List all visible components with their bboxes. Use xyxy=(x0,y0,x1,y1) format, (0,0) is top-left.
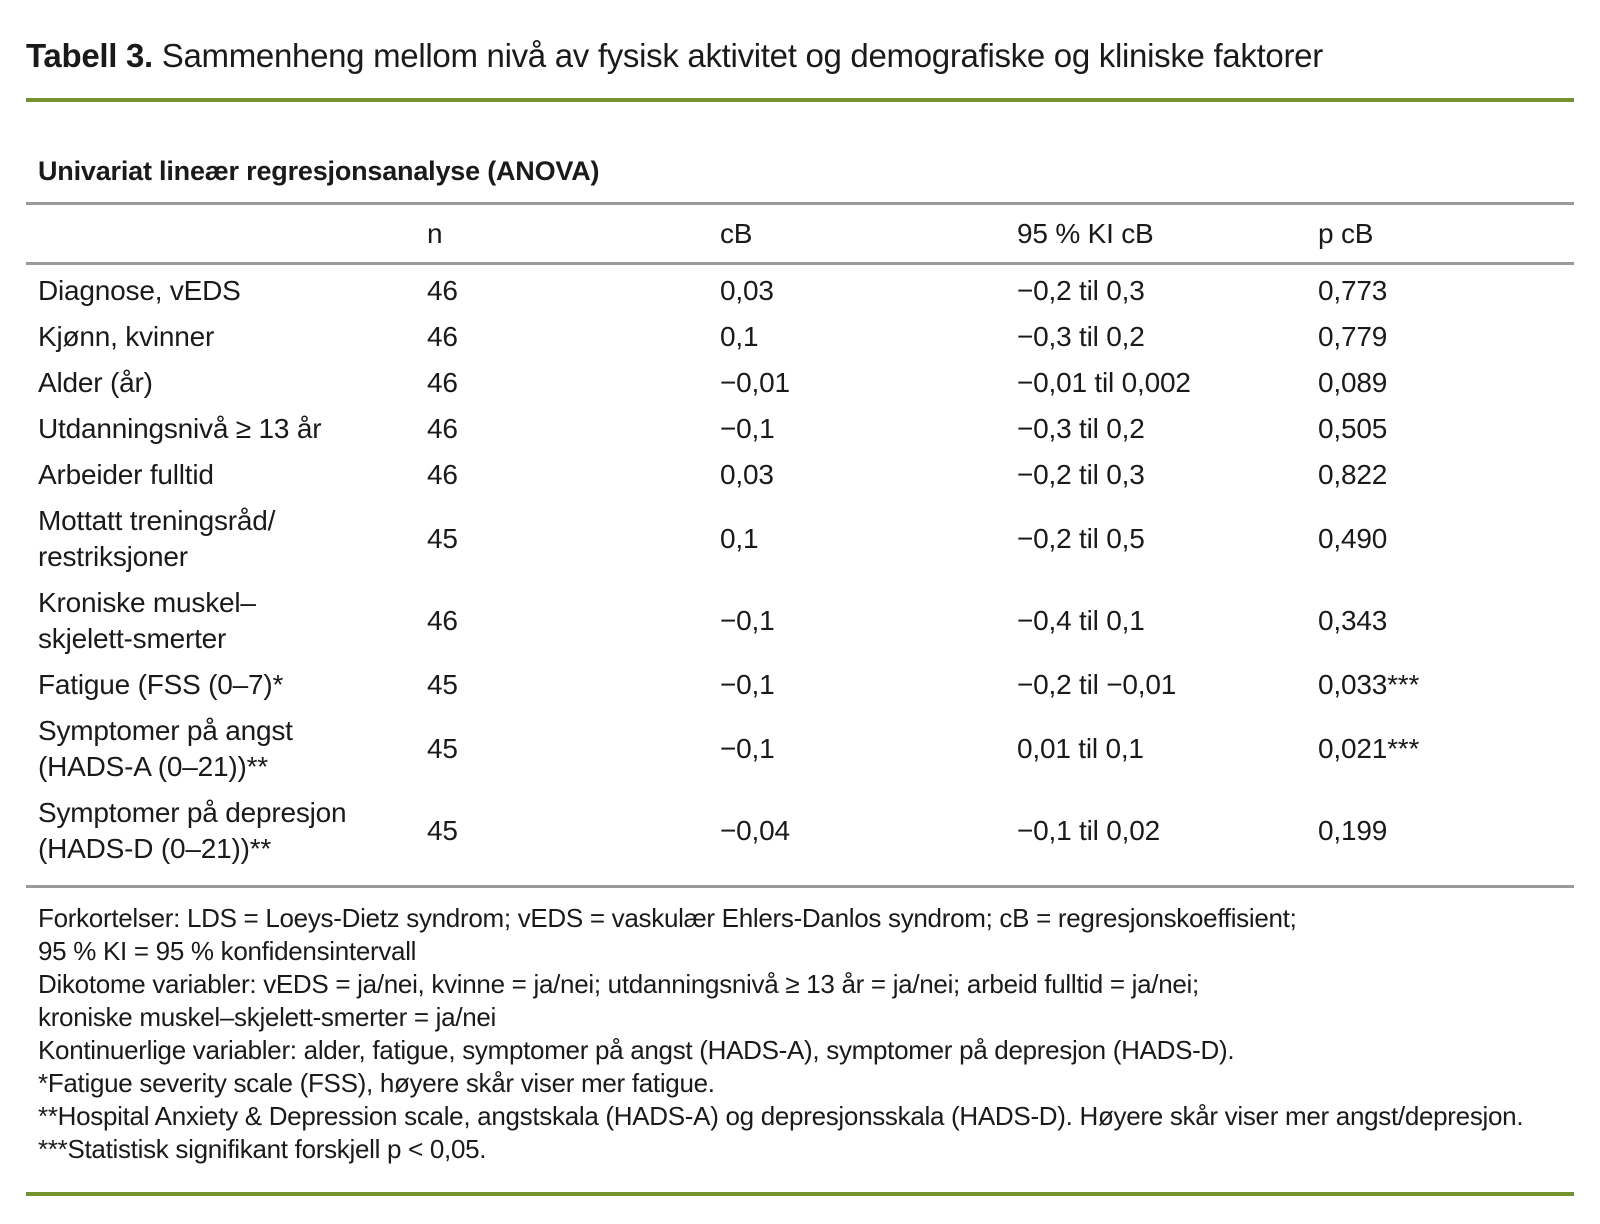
ki-cell: −0,1 til 0,02 xyxy=(1017,815,1160,846)
footnotes: Forkortelser: LDS = Loeys-Dietz syndrom;… xyxy=(26,902,1574,1166)
table-row: Arbeider fulltid 46 0,03 −0,2 til 0,3 0,… xyxy=(26,452,1574,498)
footnote-line: **Hospital Anxiety & Depression scale, a… xyxy=(38,1101,1524,1131)
footnote-line: *Fatigue severity scale (FSS), høyere sk… xyxy=(38,1068,715,1098)
n-cell: 45 xyxy=(427,523,458,554)
table-row: Utdanningsnivå ≥ 13 år 46 −0,1 −0,3 til … xyxy=(26,406,1574,452)
row-label: Fatigue (FSS (0–7)* xyxy=(38,669,284,700)
cb-cell: 0,03 xyxy=(720,459,774,490)
ki-cell: −0,2 til 0,3 xyxy=(1017,275,1145,306)
table-row: Symptomer på angst (HADS-A (0–21))** 45 … xyxy=(26,708,1574,790)
header-ki: 95 % KI cB xyxy=(1017,217,1154,249)
n-cell: 45 xyxy=(427,733,458,764)
table-row: Kjønn, kvinner 46 0,1 −0,3 til 0,2 0,779 xyxy=(26,314,1574,360)
ki-cell: −0,3 til 0,2 xyxy=(1017,413,1145,444)
ki-cell: −0,2 til 0,3 xyxy=(1017,459,1145,490)
n-cell: 46 xyxy=(427,413,458,444)
p-cell: 0,343 xyxy=(1318,605,1388,636)
p-cell: 0,779 xyxy=(1318,321,1388,352)
row-label: Symptomer på depresjon (HADS-D (0–21))** xyxy=(38,797,347,864)
footnote-line: ***Statistisk signifikant forskjell p < … xyxy=(38,1134,487,1164)
table-title: Tabell 3. Sammenheng mellom nivå av fysi… xyxy=(26,34,1574,78)
footnote-line: Kontinuerlige variabler: alder, fatigue,… xyxy=(38,1035,1235,1065)
row-label: Kroniske muskel– skjelett-smerter xyxy=(38,587,256,654)
row-label: Symptomer på angst (HADS-A (0–21))** xyxy=(38,715,293,782)
ki-cell: −0,3 til 0,2 xyxy=(1017,321,1145,352)
p-cell: 0,021*** xyxy=(1318,733,1420,764)
p-cell: 0,199 xyxy=(1318,815,1388,846)
row-label: Diagnose, vEDS xyxy=(38,275,241,306)
table-row: Mottatt treningsråd/ restriksjoner 45 0,… xyxy=(26,498,1574,580)
row-label: Mottatt treningsråd/ restriksjoner xyxy=(38,505,276,572)
ki-cell: −0,01 til 0,002 xyxy=(1017,367,1191,398)
n-cell: 46 xyxy=(427,605,458,636)
header-variable xyxy=(26,204,427,264)
footnote-line: 95 % KI = 95 % konfidensintervall xyxy=(38,936,417,966)
accent-rule-bottom xyxy=(26,1192,1574,1196)
footnote-line: kroniske muskel–skjelett-smerter = ja/ne… xyxy=(38,1002,497,1032)
cb-cell: 0,1 xyxy=(720,321,759,352)
n-cell: 46 xyxy=(427,367,458,398)
table-caption: Sammenheng mellom nivå av fysisk aktivit… xyxy=(152,37,1323,74)
p-cell: 0,822 xyxy=(1318,459,1388,490)
table-row: Symptomer på depresjon (HADS-D (0–21))**… xyxy=(26,790,1574,887)
n-cell: 46 xyxy=(427,321,458,352)
p-cell: 0,089 xyxy=(1318,367,1388,398)
article-table-figure: Tabell 3. Sammenheng mellom nivå av fysi… xyxy=(26,34,1574,1196)
n-cell: 45 xyxy=(427,815,458,846)
n-cell: 46 xyxy=(427,459,458,490)
p-cell: 0,033*** xyxy=(1318,669,1420,700)
cb-cell: −0,01 xyxy=(720,367,790,398)
row-label: Alder (år) xyxy=(38,367,153,398)
table-row: Fatigue (FSS (0–7)* 45 −0,1 −0,2 til −0,… xyxy=(26,662,1574,708)
section-heading: Univariat lineær regresjonsanalyse (ANOV… xyxy=(38,156,600,186)
cb-cell: −0,1 xyxy=(720,605,775,636)
cb-cell: −0,1 xyxy=(720,669,775,700)
table-row: Kroniske muskel– skjelett-smerter 46 −0,… xyxy=(26,580,1574,662)
ki-cell: 0,01 til 0,1 xyxy=(1017,733,1144,764)
n-cell: 46 xyxy=(427,275,458,306)
footnote-line: Forkortelser: LDS = Loeys-Dietz syndrom;… xyxy=(38,903,1297,933)
n-cell: 45 xyxy=(427,669,458,700)
footnote-line: Dikotome variabler: vEDS = ja/nei, kvinn… xyxy=(38,969,1199,999)
row-label: Arbeider fulltid xyxy=(38,459,214,490)
row-label: Kjønn, kvinner xyxy=(38,321,215,352)
regression-table: n cB 95 % KI cB p cB Diagnose, vEDS 46 0… xyxy=(26,202,1574,888)
header-row: n cB 95 % KI cB p cB xyxy=(26,203,1574,264)
table-header: n cB 95 % KI cB p cB xyxy=(26,203,1574,264)
header-p: p cB xyxy=(1318,217,1374,249)
table-number: Tabell 3. xyxy=(26,37,153,74)
cb-cell: 0,03 xyxy=(720,275,774,306)
ki-cell: −0,2 til −0,01 xyxy=(1017,669,1177,700)
table-body: Diagnose, vEDS 46 0,03 −0,2 til 0,3 0,77… xyxy=(26,264,1574,887)
header-n: n xyxy=(427,217,443,249)
cb-cell: −0,1 xyxy=(720,733,775,764)
cb-cell: −0,04 xyxy=(720,815,790,846)
cb-cell: 0,1 xyxy=(720,523,759,554)
p-cell: 0,505 xyxy=(1318,413,1388,444)
ki-cell: −0,2 til 0,5 xyxy=(1017,523,1145,554)
table-row: Alder (år) 46 −0,01 −0,01 til 0,002 0,08… xyxy=(26,360,1574,406)
cb-cell: −0,1 xyxy=(720,413,775,444)
header-cb: cB xyxy=(720,217,753,249)
ki-cell: −0,4 til 0,1 xyxy=(1017,605,1145,636)
p-cell: 0,773 xyxy=(1318,275,1388,306)
p-cell: 0,490 xyxy=(1318,523,1388,554)
row-label: Utdanningsnivå ≥ 13 år xyxy=(38,413,322,444)
accent-rule-top xyxy=(26,98,1574,102)
table-row: Diagnose, vEDS 46 0,03 −0,2 til 0,3 0,77… xyxy=(26,264,1574,315)
